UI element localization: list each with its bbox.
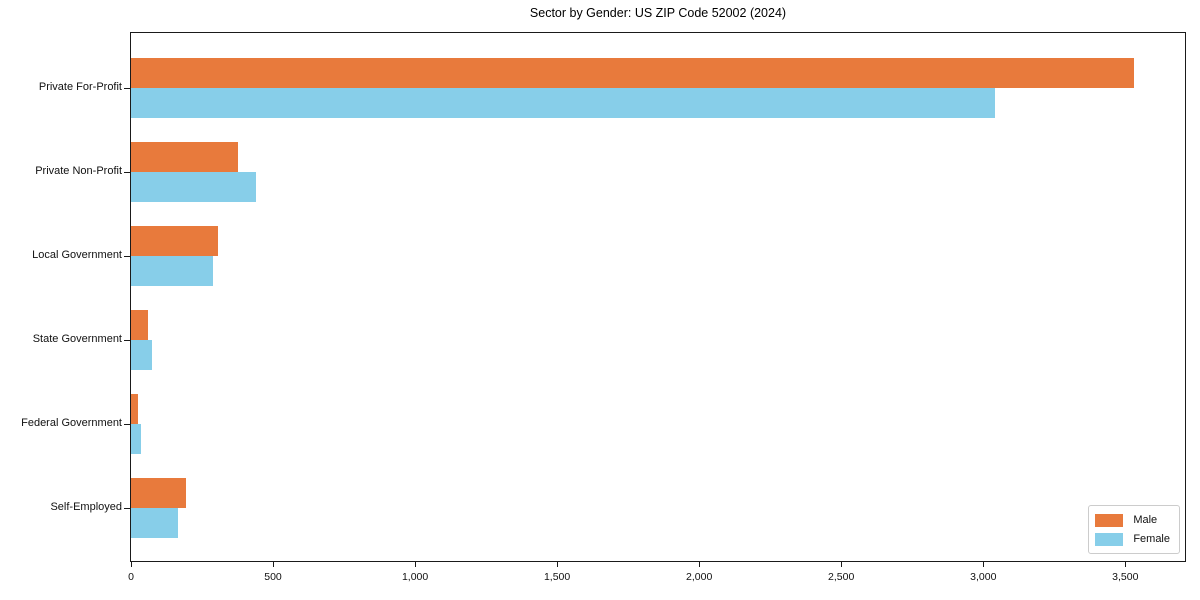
y-axis-label-private-for-profit: Private For-Profit (38, 81, 122, 93)
y-tick (124, 508, 130, 509)
bar-female-private-non-profit (131, 172, 256, 202)
y-tick (124, 256, 130, 257)
bar-male-federal-government (131, 394, 139, 424)
x-tick-label: 1,000 (401, 571, 429, 583)
bar-male-self-employed (131, 478, 187, 508)
x-tick-label: 500 (264, 571, 282, 583)
y-axis-label-self-employed: Self-Employed (50, 501, 122, 513)
bar-male-private-for-profit (131, 58, 1134, 88)
legend: Male Female (1088, 505, 1180, 554)
bar-female-private-for-profit (131, 88, 995, 118)
legend-item-male: Male (1095, 512, 1170, 528)
bar-female-state-government (131, 340, 153, 370)
legend-label-male: Male (1133, 514, 1158, 526)
bar-male-state-government (131, 310, 148, 340)
bar-male-private-non-profit (131, 142, 238, 172)
y-axis-labels: Private For-Profit Private Non-Profit Loca… (0, 32, 122, 560)
plot-area: Male Female 0 500 1,000 1,500 2,000 2,500 3,00… (124, 32, 1186, 583)
x-tick (272, 561, 274, 567)
x-tick-label: 3,000 (970, 571, 997, 583)
y-axis-label-local-government: Local Government (32, 249, 122, 261)
x-tick-label: 1,500 (543, 571, 571, 583)
y-tick (124, 172, 130, 173)
x-tick (556, 561, 558, 567)
x-tick (982, 561, 984, 567)
bar-male-local-government (131, 226, 218, 256)
bar-female-local-government (131, 256, 214, 286)
x-tick (698, 561, 700, 567)
y-tick (124, 340, 130, 341)
bar-female-federal-government (131, 424, 141, 454)
x-tick-label: 3,500 (1112, 571, 1139, 583)
y-tick (124, 88, 130, 89)
y-axis-label-state-government: State Government (32, 333, 122, 345)
x-tick-label: 2,000 (686, 571, 713, 583)
bar-female-self-employed (131, 508, 178, 538)
x-tick (840, 561, 842, 567)
legend-swatch-male (1095, 513, 1124, 527)
x-tick (130, 561, 132, 567)
x-tick (1124, 561, 1126, 567)
x-tick (414, 561, 416, 567)
legend-swatch-female (1095, 532, 1124, 546)
y-axis-label-private-non-profit: Private Non-Profit (35, 165, 122, 177)
y-tick (124, 424, 130, 425)
y-axis-label-federal-government: Federal Government (21, 417, 122, 429)
x-tick-label: 2,500 (828, 571, 855, 583)
chart-title: Sector by Gender: US ZIP Code 52002 (202… (529, 6, 787, 20)
legend-item-female: Female (1095, 531, 1170, 547)
legend-label-female: Female (1133, 533, 1170, 545)
x-tick-label: 0 (128, 571, 134, 583)
